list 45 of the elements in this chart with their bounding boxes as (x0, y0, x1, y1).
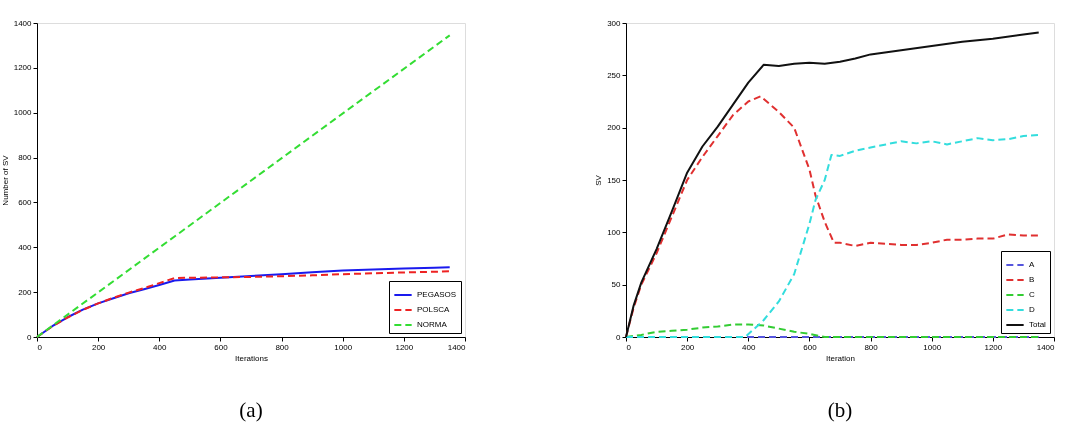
x-axis-title: Iteration (826, 353, 855, 363)
y-tick-label: 50 (611, 280, 622, 290)
text: (b) (827, 398, 853, 422)
y-tick-label: 1200 (13, 63, 33, 73)
x-tick-label: 600 (803, 342, 818, 352)
x-tick-label: 1200 (984, 342, 1003, 352)
y-tick-label: 1000 (13, 108, 33, 118)
x-axis-title: Iterations (235, 353, 268, 363)
x-tick-label: 800 (864, 342, 879, 352)
text: (a) (239, 398, 263, 422)
legend-label: A (1029, 260, 1035, 269)
y-tick-label: 800 (18, 153, 33, 163)
x-tick-label: 200 (91, 342, 106, 352)
legend-label: D (1029, 305, 1035, 314)
legend-label: C (1029, 290, 1035, 299)
x-tick-label: 1200 (395, 342, 414, 352)
y-tick-label: 150 (607, 175, 622, 185)
x-tick-label: 400 (742, 342, 756, 352)
y-tick-label: 300 (607, 18, 622, 28)
y-tick-label: 0 (27, 332, 33, 342)
legend-label: B (1029, 275, 1035, 284)
x-tick-label: 1000 (923, 342, 942, 352)
x-tick-label: 0 (626, 342, 632, 352)
y-tick-label: 1400 (13, 18, 33, 28)
x-tick-label: 0 (37, 342, 43, 352)
x-tick-label: 400 (153, 342, 167, 352)
x-tick-label: 1000 (334, 342, 353, 352)
legend-label: NORMA (417, 320, 448, 329)
y-tick-label: 400 (18, 242, 33, 252)
y-tick-label: 600 (18, 197, 33, 207)
x-tick-label: 600 (214, 342, 229, 352)
x-tick-label: 200 (680, 342, 695, 352)
y-axis-title: SV (594, 174, 604, 186)
legend-label: Total (1029, 320, 1047, 329)
legend-label: PEGASOS (417, 290, 457, 299)
y-tick-label: 250 (607, 70, 622, 80)
y-tick-label: 100 (607, 227, 622, 237)
legend-label: POLSCA (417, 305, 451, 314)
y-tick-label: 200 (18, 287, 33, 297)
y-tick-label: 200 (607, 123, 622, 133)
x-tick-label: 800 (275, 342, 290, 352)
y-tick-label: 0 (616, 332, 622, 342)
x-tick-label: 1400 (1036, 342, 1056, 352)
y-axis-title: Number of SV (0, 154, 10, 206)
x-tick-label: 1400 (447, 342, 467, 352)
